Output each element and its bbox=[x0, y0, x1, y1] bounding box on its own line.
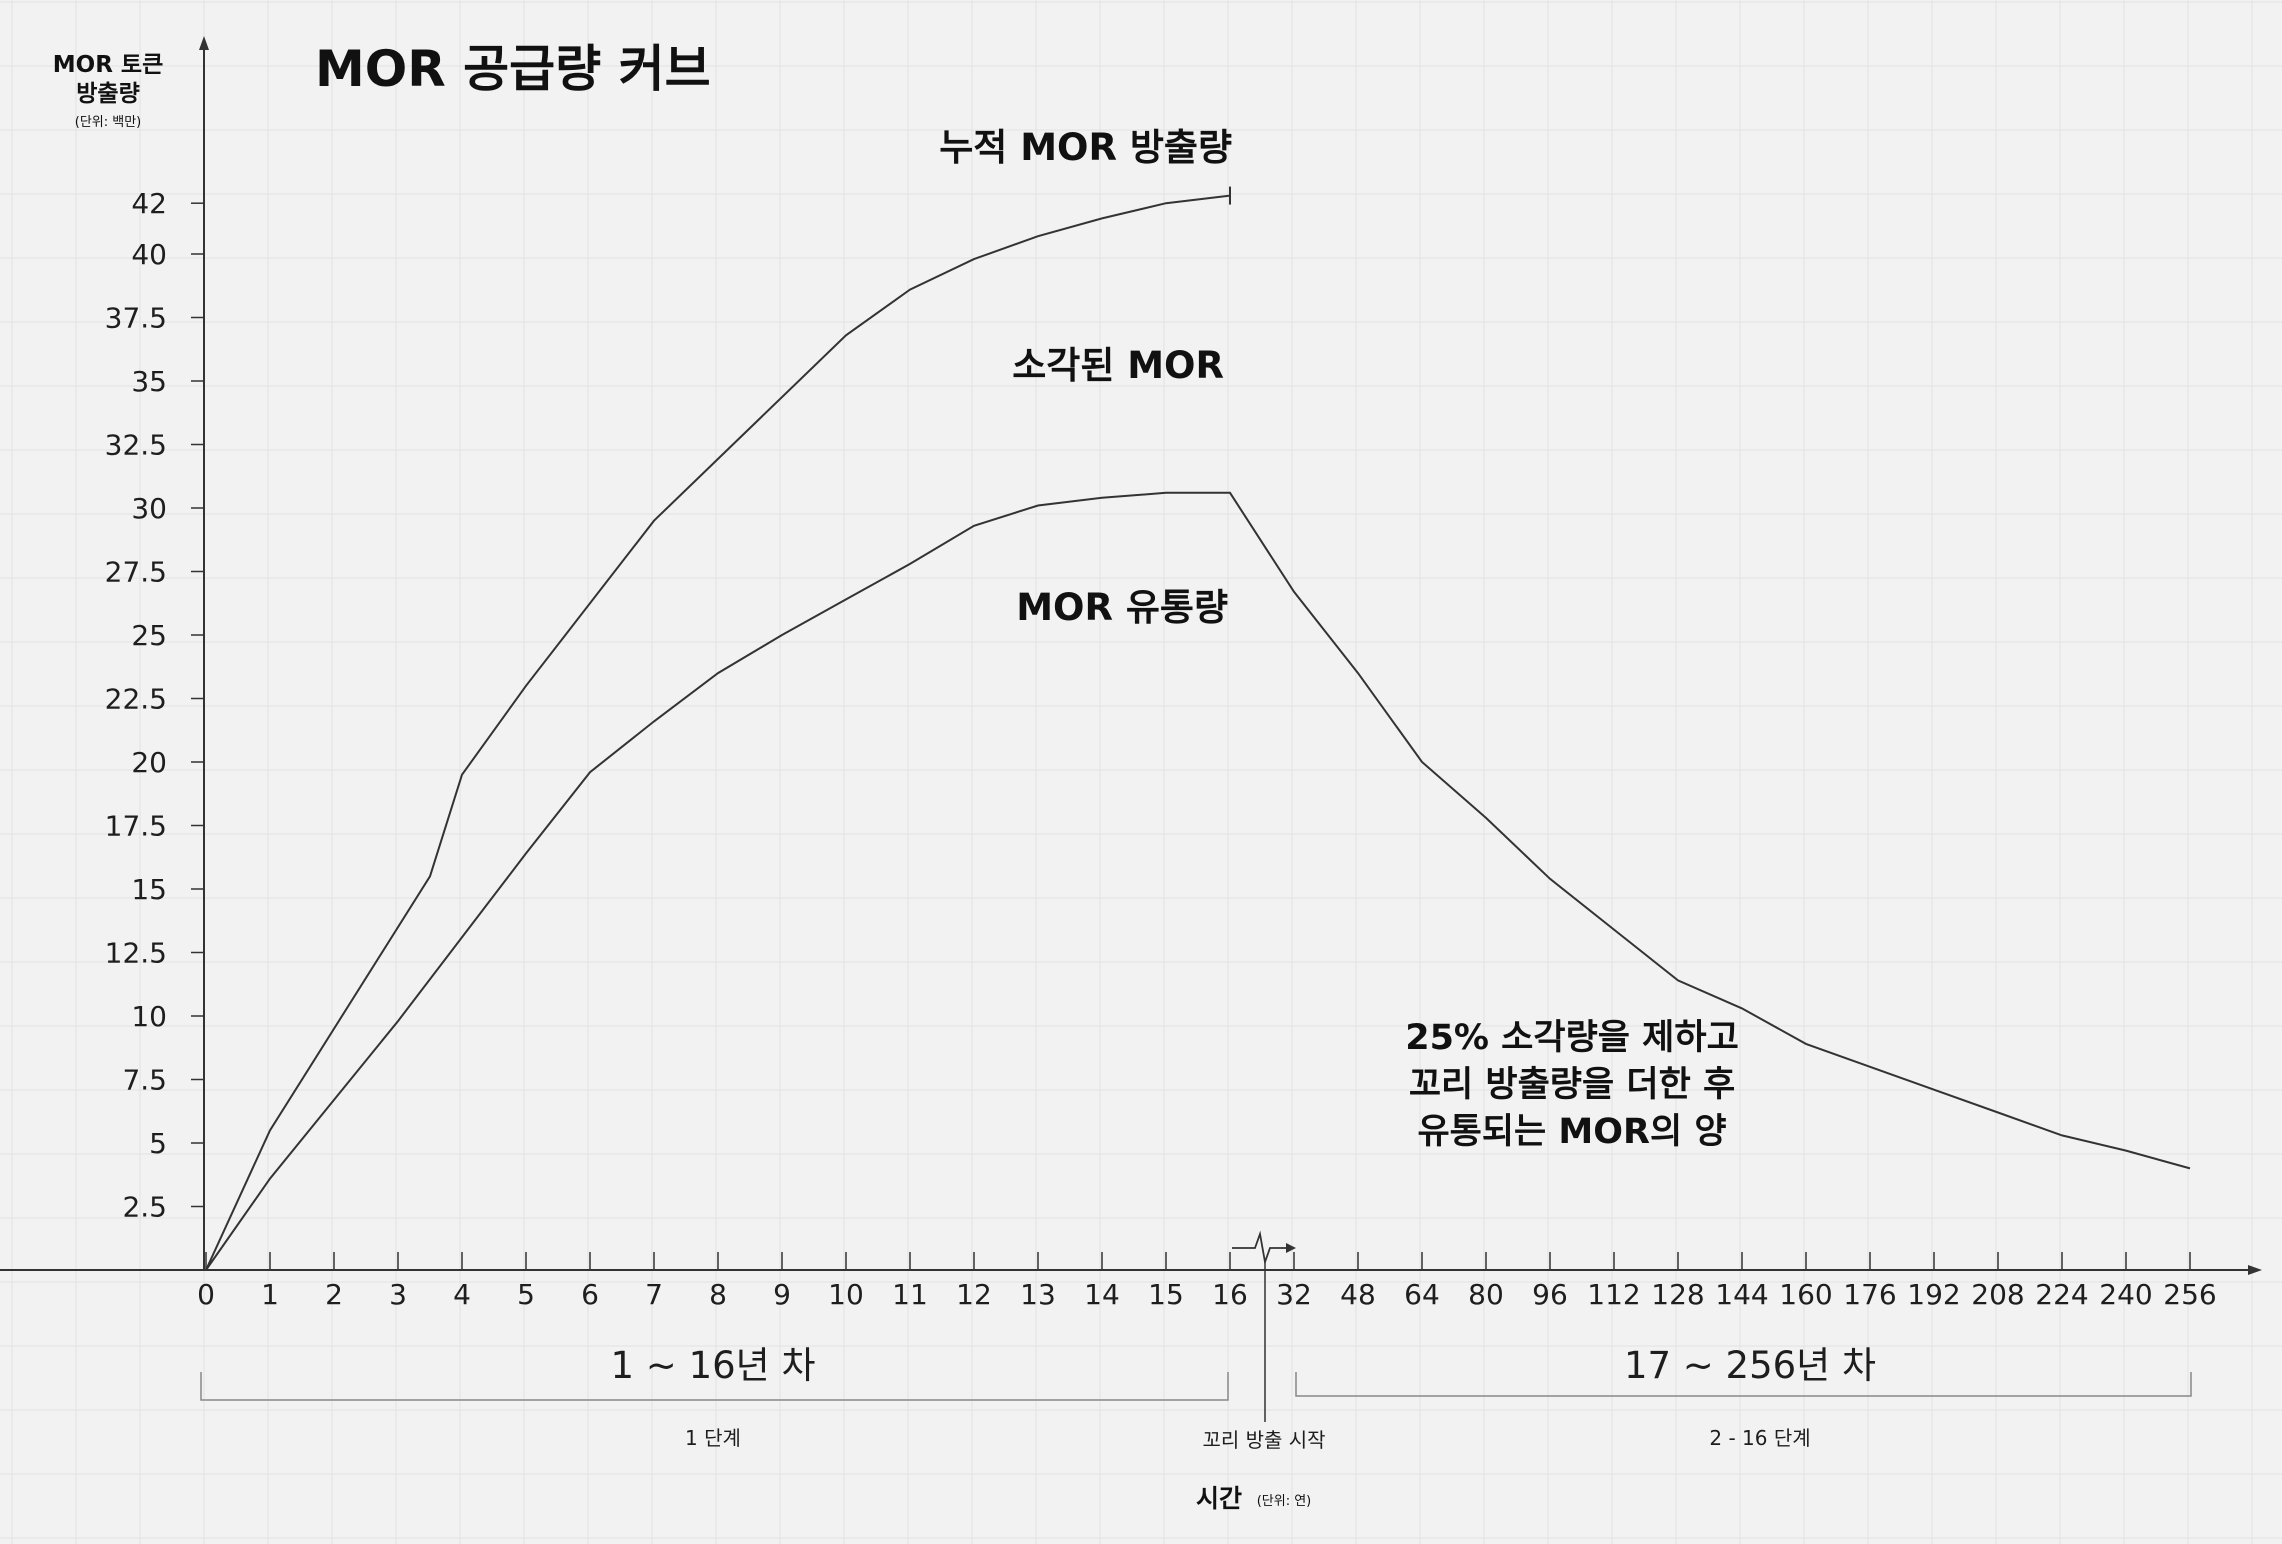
x-tick-label: 64 bbox=[1404, 1278, 1440, 1311]
x-tick-label: 16 bbox=[1212, 1278, 1248, 1311]
y-tick-label: 27.5 bbox=[105, 556, 167, 589]
annotation-line3: 유통되는 MOR의 양 bbox=[1417, 1112, 1726, 1152]
x-tick-label: 160 bbox=[1779, 1278, 1832, 1311]
x-tick-label: 208 bbox=[1971, 1278, 2024, 1311]
x-tick-label: 5 bbox=[517, 1278, 535, 1311]
x-tick-label: 12 bbox=[956, 1278, 992, 1311]
x-tick-label: 32 bbox=[1276, 1278, 1312, 1311]
y-tick-label: 40 bbox=[131, 238, 167, 271]
x-tick-label: 8 bbox=[709, 1278, 727, 1311]
y-tick-label: 2.5 bbox=[122, 1191, 167, 1224]
y-tick-label: 32.5 bbox=[105, 429, 167, 462]
x-tick-label: 7 bbox=[645, 1278, 663, 1311]
phase1-name: 1 단계 bbox=[685, 1426, 741, 1450]
x-tick-label: 11 bbox=[892, 1278, 928, 1311]
label-cumulative-emission: 누적 MOR 방출량 bbox=[939, 126, 1232, 169]
y-tick-label: 35 bbox=[131, 365, 167, 398]
x-tick-label: 80 bbox=[1468, 1278, 1504, 1311]
x-axis-unit: (단위: 연) bbox=[1257, 1494, 1312, 1509]
x-tick-label: 2 bbox=[325, 1278, 343, 1311]
y-tick-label: 20 bbox=[131, 746, 167, 779]
y-tick-label: 15 bbox=[131, 873, 167, 906]
x-tick-label: 13 bbox=[1020, 1278, 1056, 1311]
axis-break-arrow-icon bbox=[1286, 1243, 1296, 1253]
y-tick-label: 30 bbox=[131, 492, 167, 525]
y-tick-label: 42 bbox=[131, 187, 167, 220]
x-tick-label: 128 bbox=[1651, 1278, 1704, 1311]
series-lines bbox=[205, 186, 2191, 1271]
y-tick-label: 25 bbox=[131, 619, 167, 652]
x-tick-label: 144 bbox=[1715, 1278, 1768, 1311]
y-tick-label: 5 bbox=[149, 1127, 167, 1160]
x-tick-label: 9 bbox=[773, 1278, 791, 1311]
x-tick-label: 256 bbox=[2163, 1278, 2216, 1311]
y-tick-label: 10 bbox=[131, 1000, 167, 1033]
x-tick-label: 15 bbox=[1148, 1278, 1184, 1311]
series-line-1 bbox=[205, 491, 2191, 1271]
chart-title: MOR 공급량 커브 bbox=[315, 40, 711, 98]
x-tick-label: 10 bbox=[828, 1278, 864, 1311]
phase2-name: 2 - 16 단계 bbox=[1709, 1426, 1810, 1450]
phase2-range: 17 ~ 256년 차 bbox=[1624, 1344, 1876, 1387]
phase1-bracket bbox=[200, 1372, 1229, 1401]
y-tick-label: 22.5 bbox=[105, 683, 167, 716]
x-tick-label: 48 bbox=[1340, 1278, 1376, 1311]
x-tick-label: 96 bbox=[1532, 1278, 1568, 1311]
y-axis-unit: (단위: 백만) bbox=[75, 115, 142, 130]
annotation-line2: 꼬리 방출량을 더한 후 bbox=[1409, 1065, 1735, 1105]
x-tick-label: 4 bbox=[453, 1278, 471, 1311]
y-tick-label: 37.5 bbox=[105, 302, 167, 335]
label-circulating-mor: MOR 유통량 bbox=[1016, 586, 1228, 629]
x-tick-label: 14 bbox=[1084, 1278, 1120, 1311]
y-tick-label: 12.5 bbox=[105, 937, 167, 970]
x-tick-label: 224 bbox=[2035, 1278, 2088, 1311]
x-tick-label: 176 bbox=[1843, 1278, 1896, 1311]
series-line-0 bbox=[205, 194, 1231, 1271]
x-axis-arrow-icon bbox=[2248, 1265, 2262, 1275]
phase1-range: 1 ~ 16년 차 bbox=[611, 1344, 816, 1387]
x-tick-label: 112 bbox=[1587, 1278, 1640, 1311]
y-axis-arrow-icon bbox=[199, 36, 209, 50]
y-tick-label: 7.5 bbox=[122, 1064, 167, 1097]
tail-emission-start-label: 꼬리 방출 시작 bbox=[1202, 1428, 1325, 1452]
y-axis-label-line2: 방출량 bbox=[76, 81, 139, 107]
phase2-bracket bbox=[1295, 1372, 2192, 1397]
x-tick-label: 192 bbox=[1907, 1278, 1960, 1311]
x-tick-label: 6 bbox=[581, 1278, 599, 1311]
x-tick-label: 240 bbox=[2099, 1278, 2152, 1311]
label-burned-mor: 소각된 MOR bbox=[1012, 344, 1224, 387]
y-ticks: 2.5 5 7.5 10 12.5 15 17.5 20 22.5 25 27.5 30 32.5 35 3… bbox=[105, 187, 204, 1224]
x-tick-label: 0 bbox=[197, 1278, 215, 1311]
annotation-line1: 25% 소각량을 제하고 bbox=[1405, 1018, 1739, 1058]
y-axis-label-line1: MOR 토큰 bbox=[53, 52, 163, 78]
x-tick-label: 3 bbox=[389, 1278, 407, 1311]
x-ticks: 0 1 2 3 4 5 6 7 8 9 10 11 12 13 14 15 16 32 48 64 80 96 112 128… bbox=[197, 1252, 2217, 1311]
x-axis-label: 시간 bbox=[1196, 1484, 1242, 1513]
axis-break-icon bbox=[1232, 1230, 1292, 1266]
y-tick-label: 17.5 bbox=[105, 810, 167, 843]
x-tick-label: 1 bbox=[261, 1278, 279, 1311]
